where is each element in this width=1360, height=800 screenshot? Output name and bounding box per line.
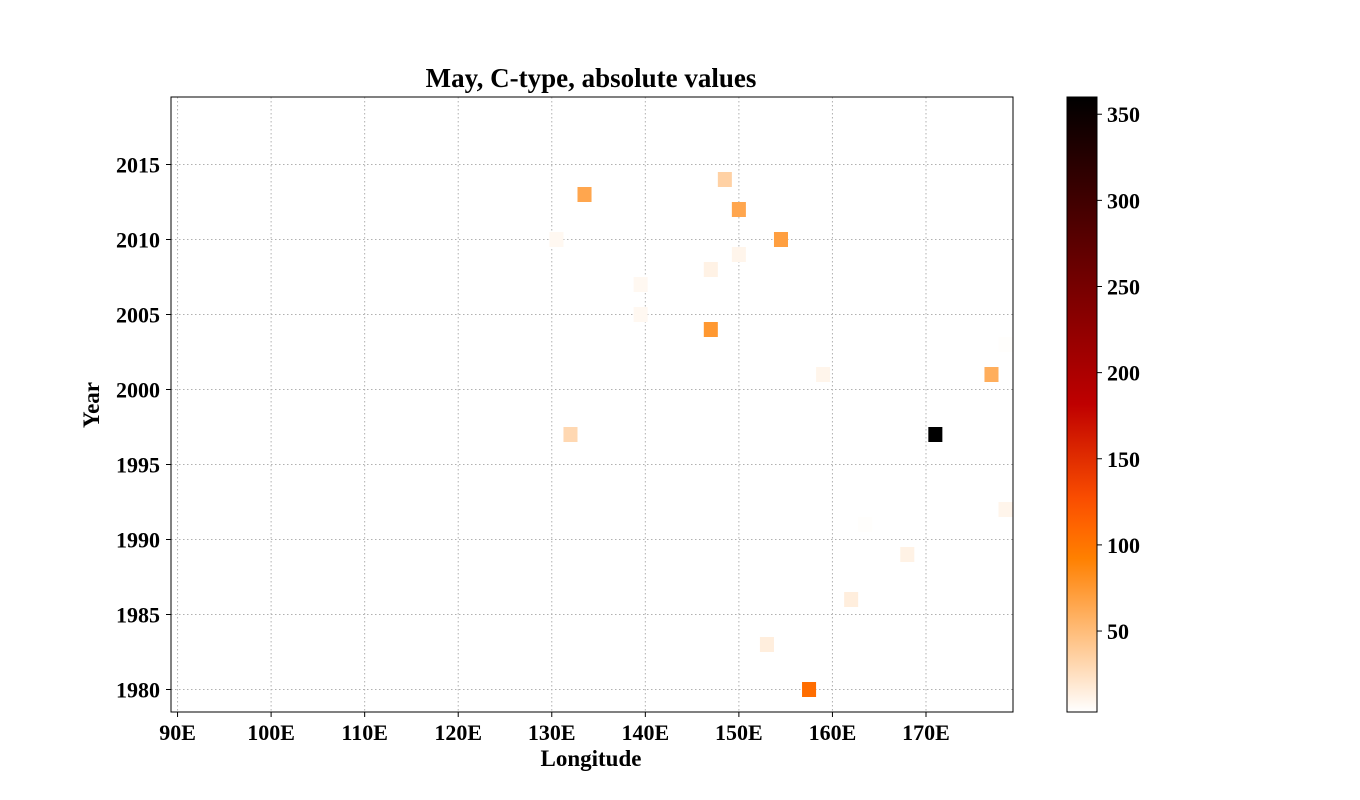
y-tick-label: 2010 [116, 228, 160, 253]
x-tick-label: 90E [159, 720, 196, 745]
colorbar [1066, 96, 1098, 713]
heatmap-cell [816, 367, 831, 382]
heatmap-cell [998, 502, 1013, 517]
plot-area-frame [170, 96, 1014, 713]
colorbar-tick-label: 350 [1107, 102, 1140, 127]
y-tick-label: 2015 [116, 153, 160, 178]
colorbar-ticks: 50 100 150 200 250 300 350 [1097, 102, 1140, 644]
y-tick-label: 1985 [116, 603, 160, 628]
colorbar-tick-label: 50 [1107, 619, 1129, 644]
heatmap-cell [998, 337, 1013, 352]
heatmap-cell [633, 277, 648, 292]
heatmap-cell [900, 547, 915, 562]
x-tick-label: 170E [902, 720, 950, 745]
chart-title: May, C-type, absolute values [426, 63, 757, 93]
heatmap-cell [563, 427, 578, 442]
x-tick-label: 100E [247, 720, 295, 745]
x-tick-label: 150E [715, 720, 763, 745]
y-tick-label: 2000 [116, 378, 160, 403]
x-tick-label: 140E [621, 720, 669, 745]
heatmap-cell [844, 592, 859, 607]
colorbar-tick-label: 200 [1107, 361, 1140, 386]
y-tick-label: 1990 [116, 528, 160, 553]
heatmap-cell [802, 682, 817, 697]
colorbar-tick-label: 150 [1107, 447, 1140, 472]
heatmap-cell [703, 262, 718, 277]
heatmap-cell [759, 637, 774, 652]
heatmap-cell [703, 322, 718, 337]
heatmap-cells [549, 172, 1013, 697]
heatmap-cell [731, 247, 746, 262]
x-axis-ticks: 90E 100E 110E 120E 130E 140E 150E 160E 170E [159, 712, 950, 745]
heatmap-cell [928, 427, 943, 442]
y-tick-label: 2005 [116, 303, 160, 328]
heatmap-cell [731, 202, 746, 217]
colorbar-tick-label: 250 [1107, 274, 1140, 299]
heatmap-cell [549, 232, 564, 247]
heatmap-cell [577, 187, 592, 202]
y-axis-label: Year [79, 382, 104, 428]
x-tick-label: 110E [341, 720, 387, 745]
y-tick-label: 1995 [116, 453, 160, 478]
x-tick-label: 130E [528, 720, 576, 745]
colorbar-tick-label: 300 [1107, 188, 1140, 213]
heatmap-cell [717, 172, 732, 187]
y-axis-ticks: 1980 1985 1990 1995 2000 2005 2010 2015 [116, 153, 171, 703]
heatmap-cell [858, 517, 873, 532]
heatmap-cell [633, 307, 648, 322]
colorbar-tick-label: 100 [1107, 533, 1140, 558]
heatmap-cell [773, 232, 788, 247]
heatmap-cell [984, 367, 999, 382]
x-tick-label: 160E [809, 720, 857, 745]
x-axis-label: Longitude [541, 746, 642, 771]
y-tick-label: 1980 [116, 678, 160, 703]
x-tick-label: 120E [434, 720, 482, 745]
grid-lines [171, 97, 1013, 712]
